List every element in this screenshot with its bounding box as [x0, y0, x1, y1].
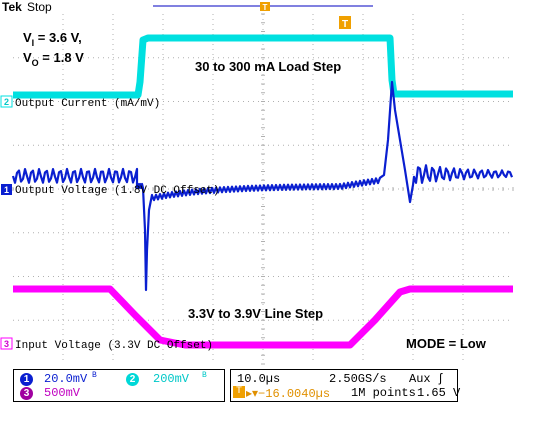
load-step-annotation: 30 to 300 mA Load Step — [195, 59, 341, 74]
trigger-slope-icon: ʃ — [437, 372, 445, 386]
timebase: 10.0µs — [237, 372, 281, 386]
acquisition-status: Stop — [27, 0, 52, 14]
channel-3-marker[interactable]: 3 — [0, 337, 13, 350]
record-trigger-label: T — [263, 3, 268, 12]
waveforms — [11, 34, 514, 349]
mode-annotation: MODE = Low — [406, 336, 487, 351]
ch1-bw-icon: B — [92, 371, 97, 380]
output-voltage-trace — [11, 80, 514, 292]
ch3-badge: 3 — [20, 387, 33, 400]
line-step-annotation: 3.3V to 3.9V Line Step — [188, 306, 323, 321]
trigger-pos-icon: T — [233, 386, 245, 398]
ch1-badge: 1 — [20, 373, 33, 386]
channel-3-label: Input Voltage (3.3V DC Offset) — [15, 340, 213, 352]
input-voltage-trace — [13, 285, 513, 349]
trigger-source: Aux — [409, 372, 431, 386]
channel-1-label: Output Voltage (1.8V DC Offset) — [15, 185, 220, 197]
ch2-badge: 2 — [126, 373, 139, 386]
channel-scale-panel[interactable]: 1 20.0mV B 2 200mV B 3 500mV — [13, 369, 225, 402]
trigger-position-icon — [339, 16, 351, 29]
record-length: 1M points — [351, 386, 416, 400]
svg-text:1: 1 — [4, 185, 9, 195]
vout-annotation: VO = 1.8 V — [23, 50, 84, 68]
svg-text:3: 3 — [4, 339, 9, 349]
sample-rate: 2.50GS/s — [329, 372, 387, 386]
timebase-trigger-panel[interactable]: 10.0µs 2.50GS/s Aux ʃ T ▸▾−16.0040µs 1M … — [230, 369, 461, 402]
record-trigger-icon — [260, 2, 270, 11]
trigger-level: 1.65 V — [417, 386, 461, 400]
trigger-position: ▸▾−16.0040µs — [246, 387, 331, 401]
ch2-bw-icon: B — [202, 371, 207, 380]
channel-2-label: Output Current (mA/mV) — [15, 98, 160, 110]
channel-1-marker[interactable]: 1 — [1, 184, 12, 195]
channel-2-marker[interactable]: 2 — [0, 95, 13, 108]
svg-text:2: 2 — [4, 97, 9, 107]
ch1-scale: 20.0mV — [44, 372, 88, 386]
brand-logo: Tek — [2, 0, 22, 14]
ch2-scale: 200mV — [153, 372, 190, 386]
trigger-position-label: T — [342, 19, 348, 30]
vin-annotation: VI = 3.6 V, — [23, 30, 82, 48]
ch3-scale: 500mV — [44, 386, 81, 400]
